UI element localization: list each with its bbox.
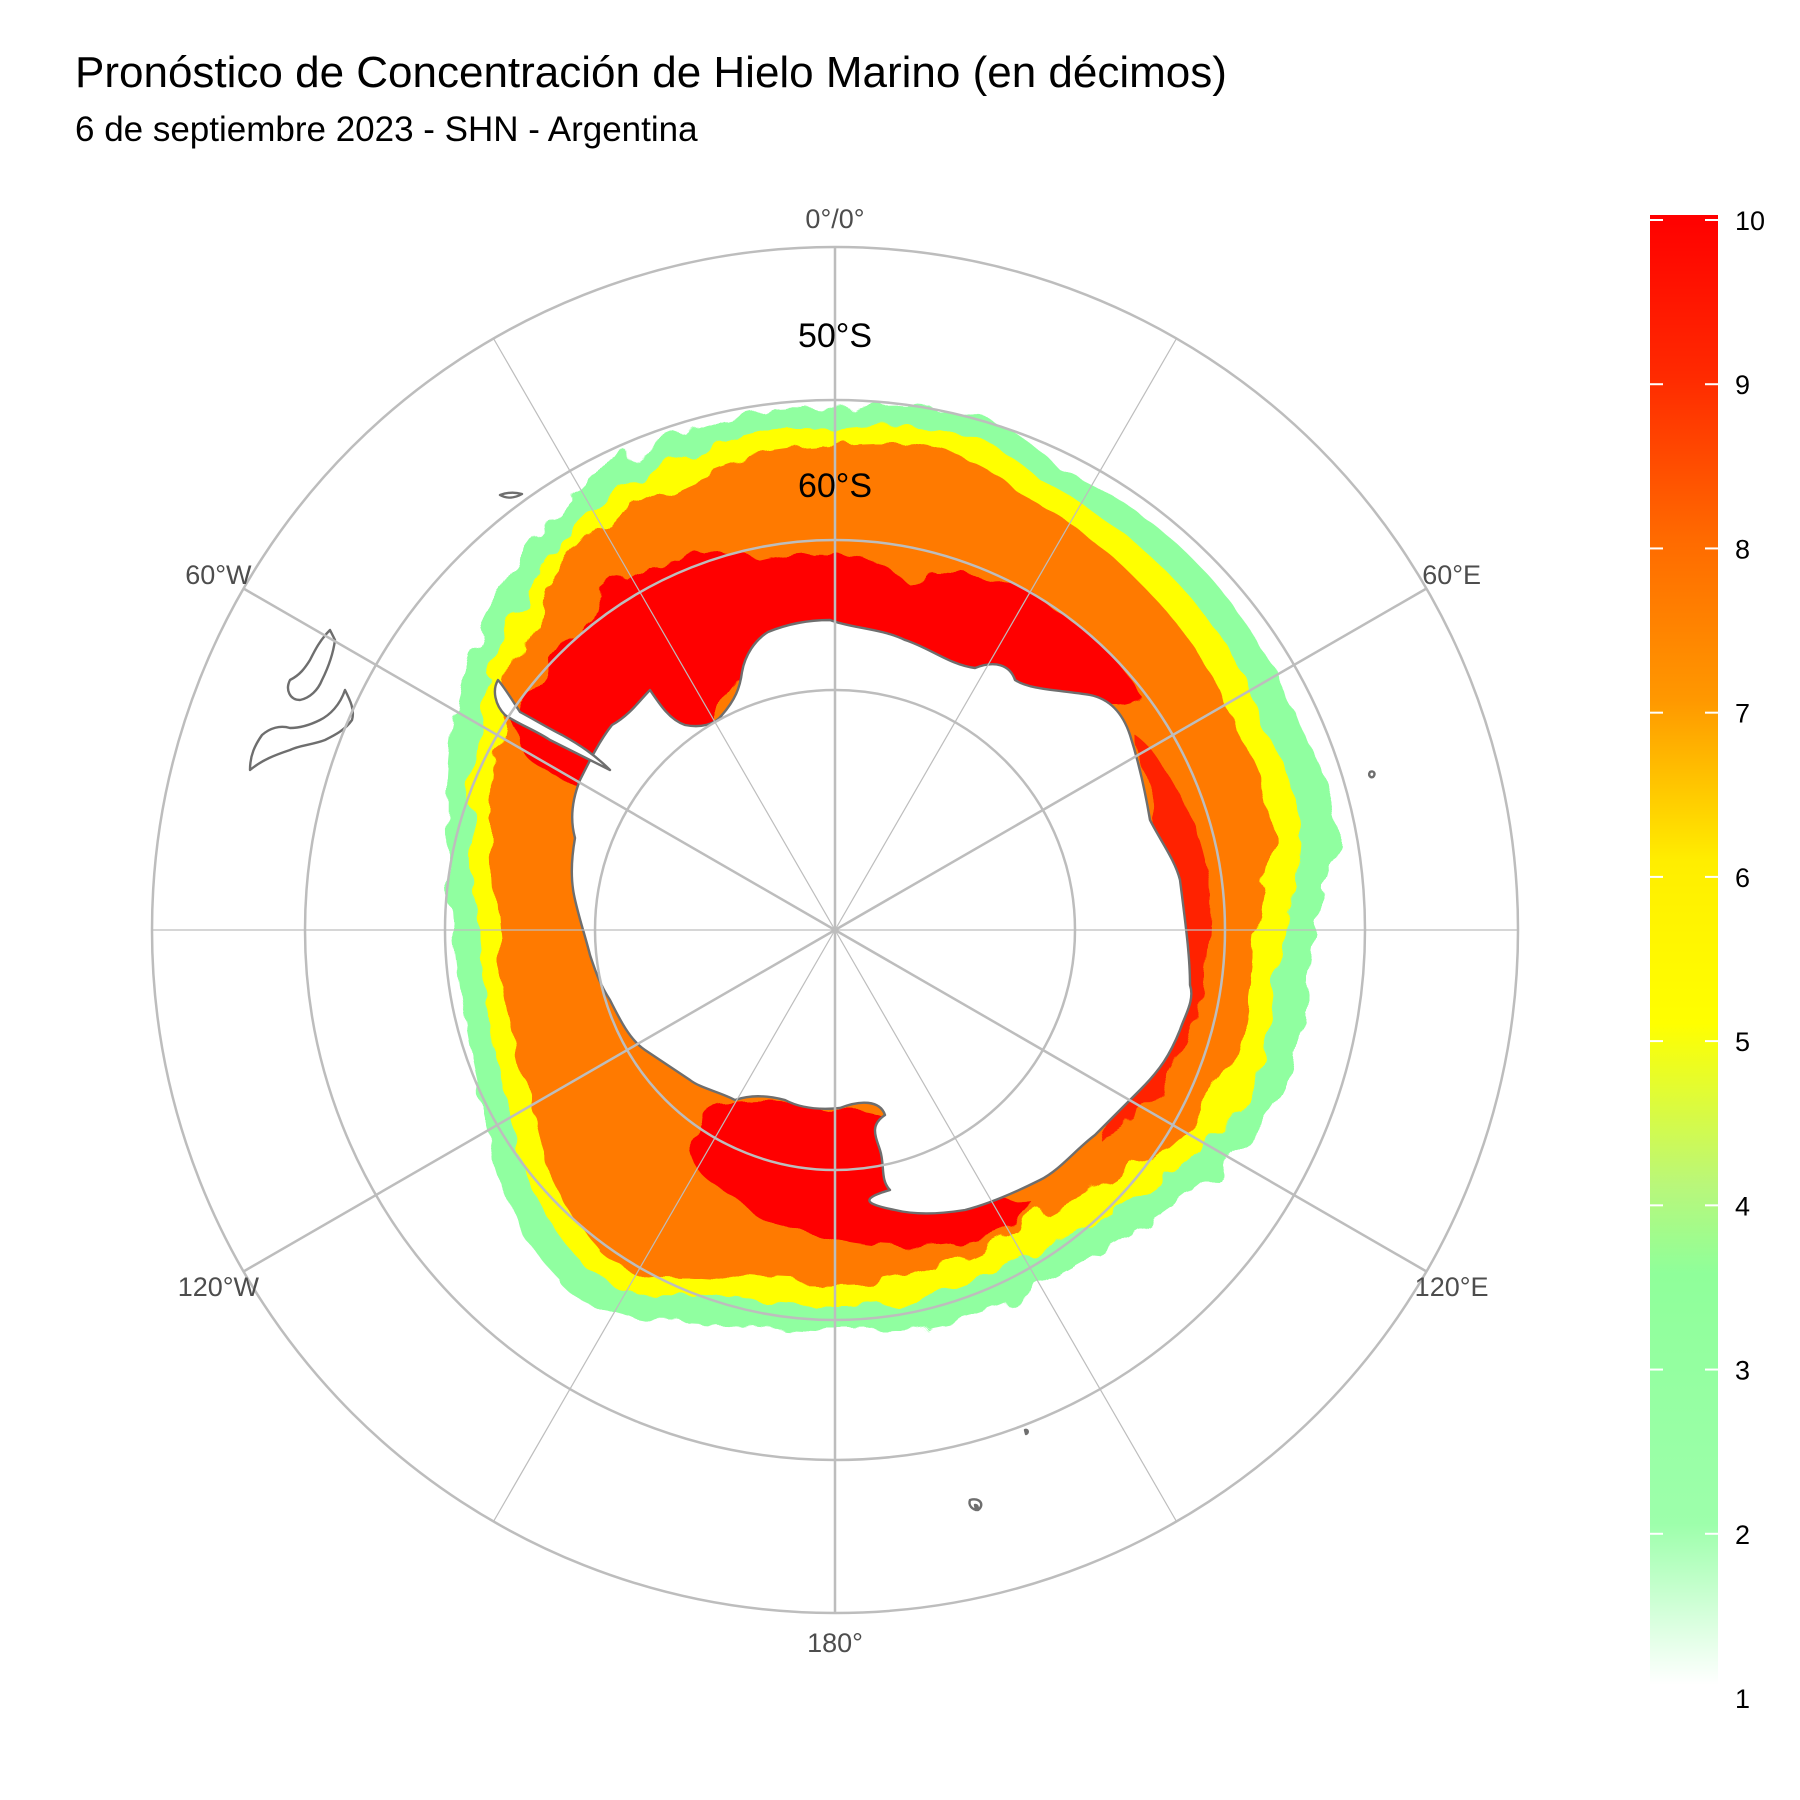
south-shetland-islands <box>498 491 524 499</box>
south-america-tip <box>248 491 524 772</box>
map-subtitle: 6 de septiembre 2023 - SHN - Argentina <box>75 110 698 149</box>
antarctica-landmass <box>493 618 1193 1215</box>
meridian-210 <box>492 929 836 1522</box>
antarctic-peninsula <box>493 678 612 772</box>
meridian-240 <box>242 928 836 1273</box>
legend-tick-label: 3 <box>1735 1356 1750 1386</box>
graticule: 0°/0° 60°E 120°E 180° 120°W 60°W 50°S 60°S <box>150 204 1520 1658</box>
longitude-label: 120°W <box>178 1272 260 1302</box>
legend-tick-label: 9 <box>1735 370 1750 400</box>
legend-tick-label: 10 <box>1735 206 1765 236</box>
ice-core-red-east <box>1100 730 1212 1140</box>
antarctica-coastline <box>570 618 1193 1215</box>
legend-ticks: 10 9 8 7 6 5 4 3 2 1 <box>1650 206 1765 1714</box>
color-legend: 10 9 8 7 6 5 4 3 2 1 <box>1650 206 1765 1714</box>
legend-tick-label: 4 <box>1735 1191 1750 1221</box>
legend-tick-label: 7 <box>1735 699 1750 729</box>
longitude-label: 0°/0° <box>805 204 864 234</box>
kerguelen-island <box>1368 770 1376 779</box>
legend-colorbar <box>1650 215 1718 1685</box>
tierra-del-fuego <box>248 688 355 772</box>
meridian-300 <box>242 587 836 932</box>
legend-tick-label: 6 <box>1735 863 1750 893</box>
map-title: Pronóstico de Concentración de Hielo Mar… <box>75 48 1227 97</box>
meridian-60 <box>834 587 1428 932</box>
macquarie-island <box>1023 1428 1029 1436</box>
southern-chile-coast <box>286 628 337 702</box>
meridian-30 <box>834 338 1178 931</box>
legend-tick-label: 2 <box>1735 1520 1750 1550</box>
latitude-label: 50°S <box>798 317 872 355</box>
legend-tick-label: 1 <box>1735 1684 1750 1714</box>
meridian-120 <box>834 928 1428 1273</box>
longitude-label: 60°W <box>185 560 252 590</box>
campbell-island <box>968 1498 983 1512</box>
meridian-330 <box>492 338 836 931</box>
legend-tick-label: 5 <box>1735 1027 1750 1057</box>
longitude-label: 180° <box>807 1628 863 1658</box>
meridian-150 <box>834 929 1178 1522</box>
latitude-label: 60°S <box>798 467 872 505</box>
longitude-label: 60°E <box>1422 560 1481 590</box>
longitude-label: 120°E <box>1415 1272 1489 1302</box>
sub-antarctic-islands <box>968 770 1376 1512</box>
legend-tick-label: 8 <box>1735 534 1750 564</box>
